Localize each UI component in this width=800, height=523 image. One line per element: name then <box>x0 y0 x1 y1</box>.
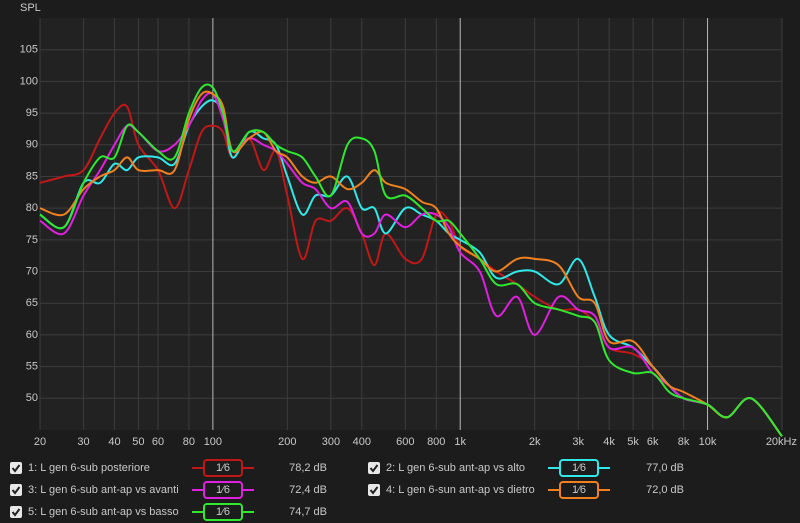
smoothing-box[interactable] <box>559 481 599 499</box>
legend-label: 4: L gen 6-sun ant-ap vs dietro <box>386 484 535 496</box>
y-tick-label: 100 <box>20 75 38 87</box>
smoothing-label: 1⁄6 <box>216 484 230 496</box>
x-tick-label: 20 <box>34 436 46 448</box>
x-tick-label: 200 <box>278 436 296 448</box>
x-tick-label: 1k <box>454 436 466 448</box>
y-tick-label: 80 <box>26 202 38 214</box>
x-tick-label: 400 <box>353 436 371 448</box>
x-tick-label: 10k <box>699 436 717 448</box>
smoothing-label: 1⁄6 <box>572 484 586 496</box>
checkmark <box>11 486 21 495</box>
smoothing-label: 1⁄6 <box>572 462 586 474</box>
checkmark <box>369 486 379 495</box>
level-label: 74,7 dB <box>289 506 327 518</box>
smoothing-box[interactable] <box>559 459 599 477</box>
y-tick-label: 95 <box>26 107 38 119</box>
x-tick-label: 5k <box>627 436 639 448</box>
legend-label: 3: L gen 6-sub ant-ap vs avanti <box>28 484 179 496</box>
smoothing-box[interactable] <box>203 503 243 521</box>
y-tick-label: 65 <box>26 297 38 309</box>
series-line <box>39 92 783 437</box>
level-label: 72,4 dB <box>289 484 327 496</box>
y-tick-label: 70 <box>26 265 38 277</box>
x-tick-label: 800 <box>427 436 445 448</box>
legend-label: 2: L gen 6-sub ant-ap vs alto <box>386 462 525 474</box>
x-tick-label: 600 <box>396 436 414 448</box>
x-tick-label: 6k <box>647 436 659 448</box>
y-tick-label: 105 <box>20 44 38 56</box>
y-tick-label: 90 <box>26 139 38 151</box>
y-tick-label: 55 <box>26 361 38 373</box>
legend-checkbox[interactable] <box>368 462 380 474</box>
x-tick-label: 60 <box>152 436 164 448</box>
x-tick-label: 30 <box>77 436 89 448</box>
series-line <box>39 83 783 437</box>
x-tick-label: 2k <box>529 436 541 448</box>
legend-checkbox[interactable] <box>10 506 22 518</box>
y-tick-label: 60 <box>26 329 38 341</box>
level-label: 72,0 dB <box>646 484 684 496</box>
series-line <box>39 103 783 437</box>
x-tick-label: 80 <box>183 436 195 448</box>
y-tick-label: 85 <box>26 170 38 182</box>
x-tick-label: 4k <box>603 436 615 448</box>
x-tick-label: 20kHz <box>766 436 797 448</box>
y-tick-label: 75 <box>26 234 38 246</box>
smoothing-label: 1⁄6 <box>216 506 230 518</box>
smoothing-label: 1⁄6 <box>216 462 230 474</box>
x-tick-label: 40 <box>108 436 120 448</box>
smoothing-box[interactable] <box>203 481 243 499</box>
smoothing-box[interactable] <box>203 459 243 477</box>
checkmark <box>369 464 379 473</box>
legend-checkbox[interactable] <box>368 484 380 496</box>
x-tick-label: 50 <box>132 436 144 448</box>
checkmark <box>11 508 21 517</box>
series-line <box>39 90 783 437</box>
x-tick-label: 100 <box>204 436 222 448</box>
level-label: 77,0 dB <box>646 462 684 474</box>
legend-label: 5: L gen 6-sub ant-ap vs basso <box>28 506 179 518</box>
x-tick-label: 3k <box>572 436 584 448</box>
y-tick-label: 50 <box>26 392 38 404</box>
x-tick-label: 300 <box>322 436 340 448</box>
chart-title: SPL <box>20 2 41 14</box>
legend-label: 1: L gen 6-sub posteriore <box>28 462 150 474</box>
checkmark <box>11 464 21 473</box>
x-tick-label: 8k <box>678 436 690 448</box>
level-label: 78,2 dB <box>289 462 327 474</box>
